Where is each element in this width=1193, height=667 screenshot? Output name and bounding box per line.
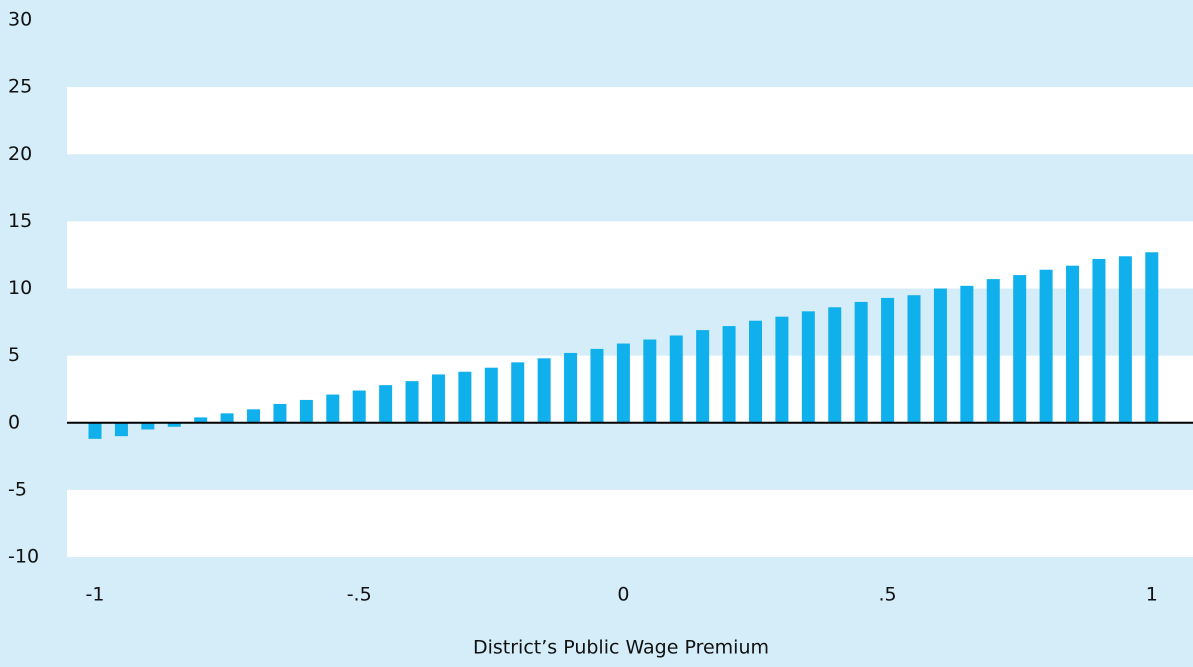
bar <box>722 326 736 423</box>
bar <box>669 335 683 423</box>
bar <box>326 394 340 423</box>
bar <box>933 288 947 423</box>
x-tick-label: -1 <box>86 584 105 606</box>
bar <box>775 316 789 423</box>
bar <box>194 417 208 423</box>
x-tick-label: 1 <box>1146 584 1158 606</box>
bar <box>88 422 102 439</box>
bar <box>1145 252 1159 423</box>
y-tick-label: 10 <box>8 277 32 299</box>
bar <box>299 399 313 423</box>
bar <box>907 295 921 423</box>
bar <box>828 307 842 423</box>
y-tick-label: 30 <box>8 9 32 31</box>
y-tick-label: 0 <box>8 411 20 433</box>
bar <box>1066 265 1080 423</box>
grid-band <box>67 489 1193 557</box>
x-tick-label: .5 <box>879 584 897 606</box>
bar <box>220 413 234 423</box>
bar <box>141 422 155 430</box>
bar <box>484 367 498 423</box>
bar <box>881 297 895 423</box>
bar <box>643 339 657 423</box>
bar <box>405 381 419 423</box>
bar <box>748 320 762 423</box>
y-tick-label: 25 <box>8 76 32 98</box>
y-tick-label: 15 <box>8 210 32 232</box>
bar <box>458 371 472 423</box>
bar <box>537 358 551 423</box>
bar <box>431 374 445 423</box>
bar <box>801 311 815 423</box>
bar <box>1092 258 1106 423</box>
bar <box>986 279 1000 423</box>
bar <box>511 362 525 423</box>
x-tick-label: 0 <box>617 584 629 606</box>
bar <box>114 422 128 437</box>
bar <box>273 403 287 423</box>
bar <box>1013 275 1027 423</box>
bar <box>616 343 630 423</box>
bar <box>1039 269 1053 423</box>
bar <box>854 301 868 423</box>
bar <box>379 385 393 423</box>
bar <box>1118 256 1132 423</box>
y-tick-label: -10 <box>8 546 39 568</box>
x-tick-label: -.5 <box>347 584 372 606</box>
bar <box>247 409 261 423</box>
grid-band <box>67 87 1193 155</box>
bar <box>590 348 604 423</box>
bar <box>167 422 181 427</box>
bar <box>352 390 366 423</box>
bar <box>960 285 974 423</box>
grid-band <box>67 221 1193 289</box>
x-axis-label: District’s Public Wage Premium <box>473 637 769 659</box>
bar <box>564 352 578 423</box>
y-tick-label: 5 <box>8 344 20 366</box>
y-tick-label: -5 <box>8 478 27 500</box>
bar <box>696 330 710 423</box>
y-tick-label: 20 <box>8 143 32 165</box>
